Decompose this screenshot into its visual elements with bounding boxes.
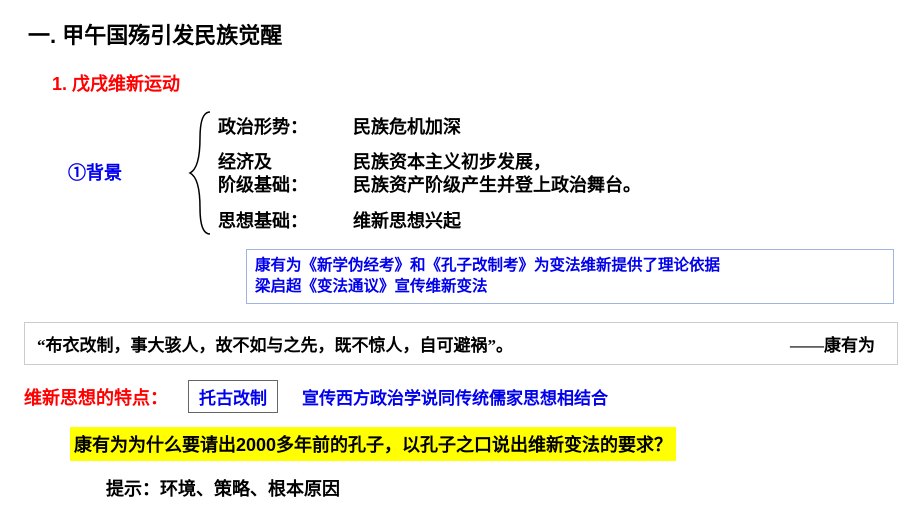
bg-row-economy: 经济及 阶级基础： 民族资本主义初步发展， 民族资产阶级产生并登上政治舞台。 xyxy=(218,151,892,198)
quote-author: ——康有为 xyxy=(790,331,875,356)
highlight-question: 康有为为什么要请出2000多年前的孔子，以孔子之口说出维新变法的要求？ xyxy=(70,427,676,461)
bg-key: 政治形势： xyxy=(218,114,353,141)
bg-key: 思想基础： xyxy=(218,208,353,235)
quote-text: “布衣改制，事大骇人，故不如与之先，既不惊人，自可避祸”。 xyxy=(37,336,513,355)
subtitle: 1. 戊戌维新运动 xyxy=(52,70,892,96)
quote-box: “布衣改制，事大骇人，故不如与之先，既不惊人，自可避祸”。 ——康有为 xyxy=(24,322,898,365)
bg-val: 民族危机加深 xyxy=(353,114,892,141)
main-title: 一. 甲午国殇引发民族觉醒 xyxy=(28,18,892,50)
note-line-1: 康有为《新学伪经考》和《孔子改制考》为变法维新提供了理论依据 xyxy=(255,255,885,277)
background-section: ①背景 政治形势： 民族危机加深 经济及 阶级基础： 民族资本主义初步发展， 民… xyxy=(68,114,892,235)
note-line-2: 梁启超《变法通议》宣传维新变法 xyxy=(255,276,885,298)
bg-row-politics: 政治形势： 民族危机加深 xyxy=(218,114,892,141)
highlight-row: 康有为为什么要请出2000多年前的孔子，以孔子之口说出维新变法的要求？ xyxy=(28,413,892,461)
bg-row-thought: 思想基础： 维新思想兴起 xyxy=(218,208,892,235)
bg-val: 维新思想兴起 xyxy=(353,208,892,235)
bg-val-double: 民族资本主义初步发展， 民族资产阶级产生并登上政治舞台。 xyxy=(353,151,892,198)
feature-label: 维新思想的特点： xyxy=(24,384,168,410)
background-items: 政治形势： 民族危机加深 经济及 阶级基础： 民族资本主义初步发展， 民族资产阶… xyxy=(218,114,892,235)
hint-text: 提示：环境、策略、根本原因 xyxy=(106,475,892,501)
note-box: 康有为《新学伪经考》和《孔子改制考》为变法维新提供了理论依据 梁启超《变法通议》… xyxy=(246,249,894,304)
feature-desc: 宣传西方政治学说同传统儒家思想相结合 xyxy=(302,384,608,409)
brace-icon xyxy=(186,108,216,238)
feature-row: 维新思想的特点： 托古改制 宣传西方政治学说同传统儒家思想相结合 xyxy=(28,380,892,413)
background-label: ①背景 xyxy=(68,159,122,185)
feature-box: 托古改制 xyxy=(188,380,278,413)
bg-key-double: 经济及 阶级基础： xyxy=(218,151,353,198)
